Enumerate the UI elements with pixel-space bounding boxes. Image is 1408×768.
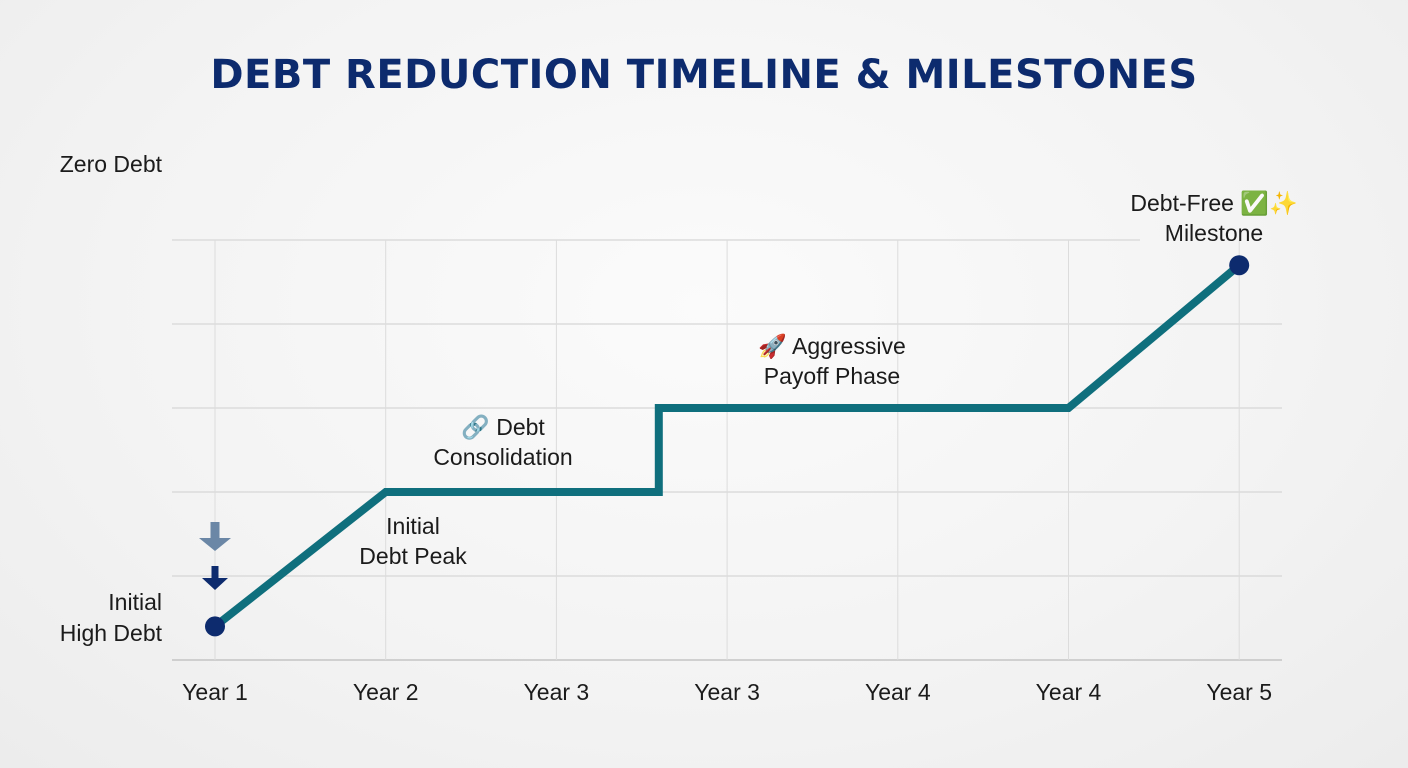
annotation-label: Consolidation xyxy=(433,444,572,470)
chart-title: DEBT REDUCTION TIMELINE & MILESTONES xyxy=(210,52,1198,98)
x-tick-label: Year 4 xyxy=(1036,679,1102,705)
annotations: Initial Debt Peak 🔗 Debt Consolidation 🚀 Agg… xyxy=(359,190,1297,569)
point-marker xyxy=(205,616,225,637)
point-markers xyxy=(205,255,1250,637)
series-line xyxy=(212,262,1242,630)
x-tick-label: Year 3 xyxy=(694,679,760,705)
x-tick-label: Year 1 xyxy=(182,679,248,705)
x-tick-label: Year 4 xyxy=(865,679,931,705)
y-label-high-debt: High Debt xyxy=(60,620,163,646)
annotation-label: Initial xyxy=(386,513,440,539)
x-tick-label: Year 5 xyxy=(1206,679,1272,705)
down-arrow xyxy=(202,566,228,590)
y-label-zero-debt: Zero Debt xyxy=(60,151,163,177)
annotation-label: Payoff Phase xyxy=(764,363,900,389)
y-label-initial: Initial xyxy=(108,589,162,615)
x-tick-label: Year 3 xyxy=(524,679,590,705)
annotation-label: Debt-Free ✅✨ xyxy=(1130,190,1297,217)
x-axis-ticks: Year 1 Year 2 Year 3 Year 3 Year 4 Year 4 Year… xyxy=(182,679,1272,705)
annotation-label: 🔗 Debt xyxy=(461,413,545,441)
annotation-label: Milestone xyxy=(1165,220,1263,246)
vertical-grid-lines xyxy=(214,240,1240,660)
down-arrow xyxy=(199,522,231,551)
x-tick-label: Year 2 xyxy=(353,679,419,705)
down-arrows-icon xyxy=(199,522,231,590)
y-axis-labels: Zero Debt Initial High Debt xyxy=(60,151,163,646)
point-marker xyxy=(1229,255,1250,276)
annotation-label: 🚀 Aggressive xyxy=(758,333,906,360)
annotation-label: Debt Peak xyxy=(359,543,467,569)
